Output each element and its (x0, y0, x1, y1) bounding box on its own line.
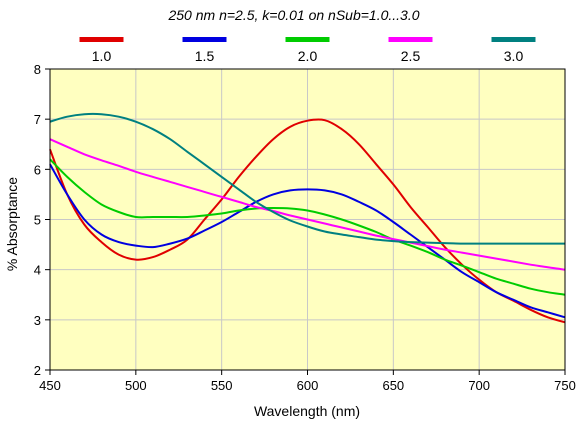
legend-label-1: 1.5 (195, 48, 215, 64)
legend: 1.0 1.5 2.0 2.5 3.0 (79, 37, 536, 64)
y-tick-label: 3 (34, 313, 41, 328)
legend-swatch-1 (182, 37, 227, 42)
x-tick-label: 650 (382, 378, 404, 393)
y-tick-label: 2 (34, 363, 41, 378)
y-tick-label: 5 (34, 213, 41, 228)
x-tick-label: 600 (297, 378, 319, 393)
series-line-2 (49, 158, 566, 296)
legend-swatch-4 (491, 37, 536, 42)
legend-label-0: 1.0 (92, 48, 112, 64)
series-line-1 (49, 163, 566, 319)
legend-swatch-2 (285, 37, 330, 42)
x-tick-label: 500 (125, 378, 147, 393)
series-lines (49, 112, 566, 324)
plot-frame (49, 68, 566, 371)
y-tick-label: 7 (34, 112, 41, 127)
legend-label-2: 2.0 (298, 48, 318, 64)
series-line-3 (49, 138, 566, 271)
chart-title: 250 nm n=2.5, k=0.01 on nSub=1.0...3.0 (167, 7, 419, 23)
legend-swatch-3 (388, 37, 433, 42)
x-tick-label: 700 (468, 378, 490, 393)
y-tick-label: 4 (34, 263, 41, 278)
y-tick-label: 6 (34, 162, 41, 177)
x-tick-label: 750 (554, 378, 576, 393)
legend-label-3: 2.5 (401, 48, 421, 64)
y-tick-label: 8 (34, 62, 41, 77)
x-tick-label: 450 (39, 378, 61, 393)
legend-label-4: 3.0 (504, 48, 524, 64)
axes: 450 500 550 600 650 700 750 2 3 4 5 6 7 8 (34, 62, 576, 393)
y-axis-label: % Absorptance (4, 177, 20, 271)
legend-swatch-0 (79, 37, 124, 42)
series-line-4 (49, 112, 565, 245)
series-line-0 (49, 118, 566, 324)
x-axis-label: Wavelength (nm) (254, 403, 360, 419)
x-tick-label: 550 (211, 378, 233, 393)
